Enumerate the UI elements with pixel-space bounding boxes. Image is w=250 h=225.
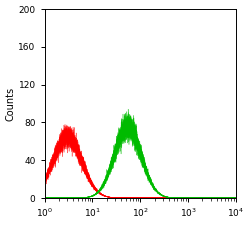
Y-axis label: Counts: Counts	[6, 86, 16, 121]
